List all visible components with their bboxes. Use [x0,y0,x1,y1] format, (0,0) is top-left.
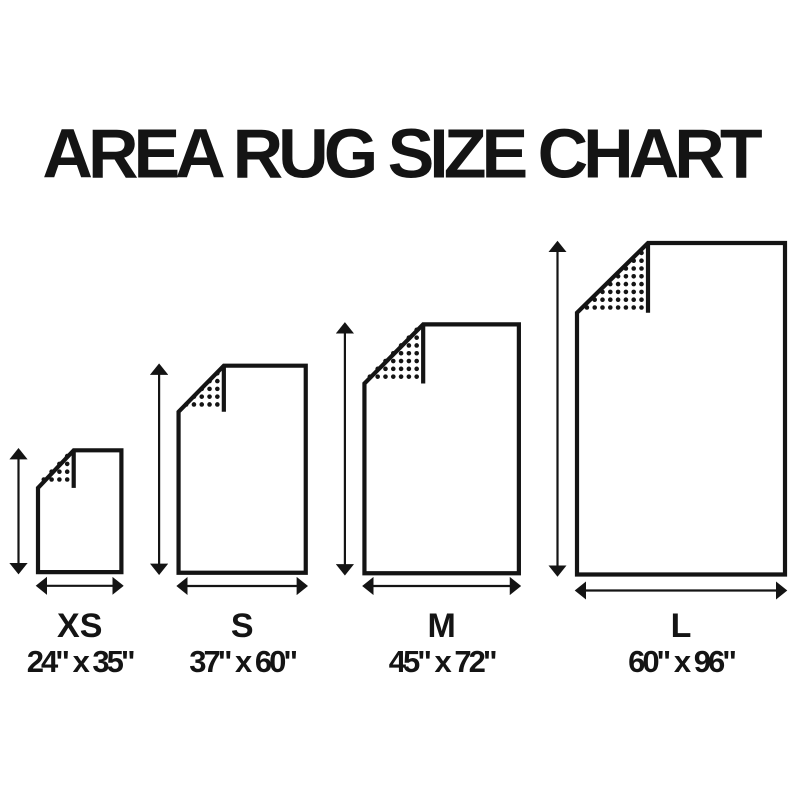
svg-text:XS: XS [57,607,102,645]
svg-text:45" x 72": 45" x 72" [389,644,496,679]
svg-text:M: M [427,607,455,645]
svg-text:24" x 35": 24" x 35" [27,644,134,679]
svg-text:S: S [231,607,254,645]
svg-text:AREA RUG SIZE CHART: AREA RUG SIZE CHART [42,115,761,193]
svg-text:37" x 60": 37" x 60" [189,644,296,679]
svg-text:60" x 96": 60" x 96" [628,644,735,679]
svg-text:L: L [671,607,692,645]
